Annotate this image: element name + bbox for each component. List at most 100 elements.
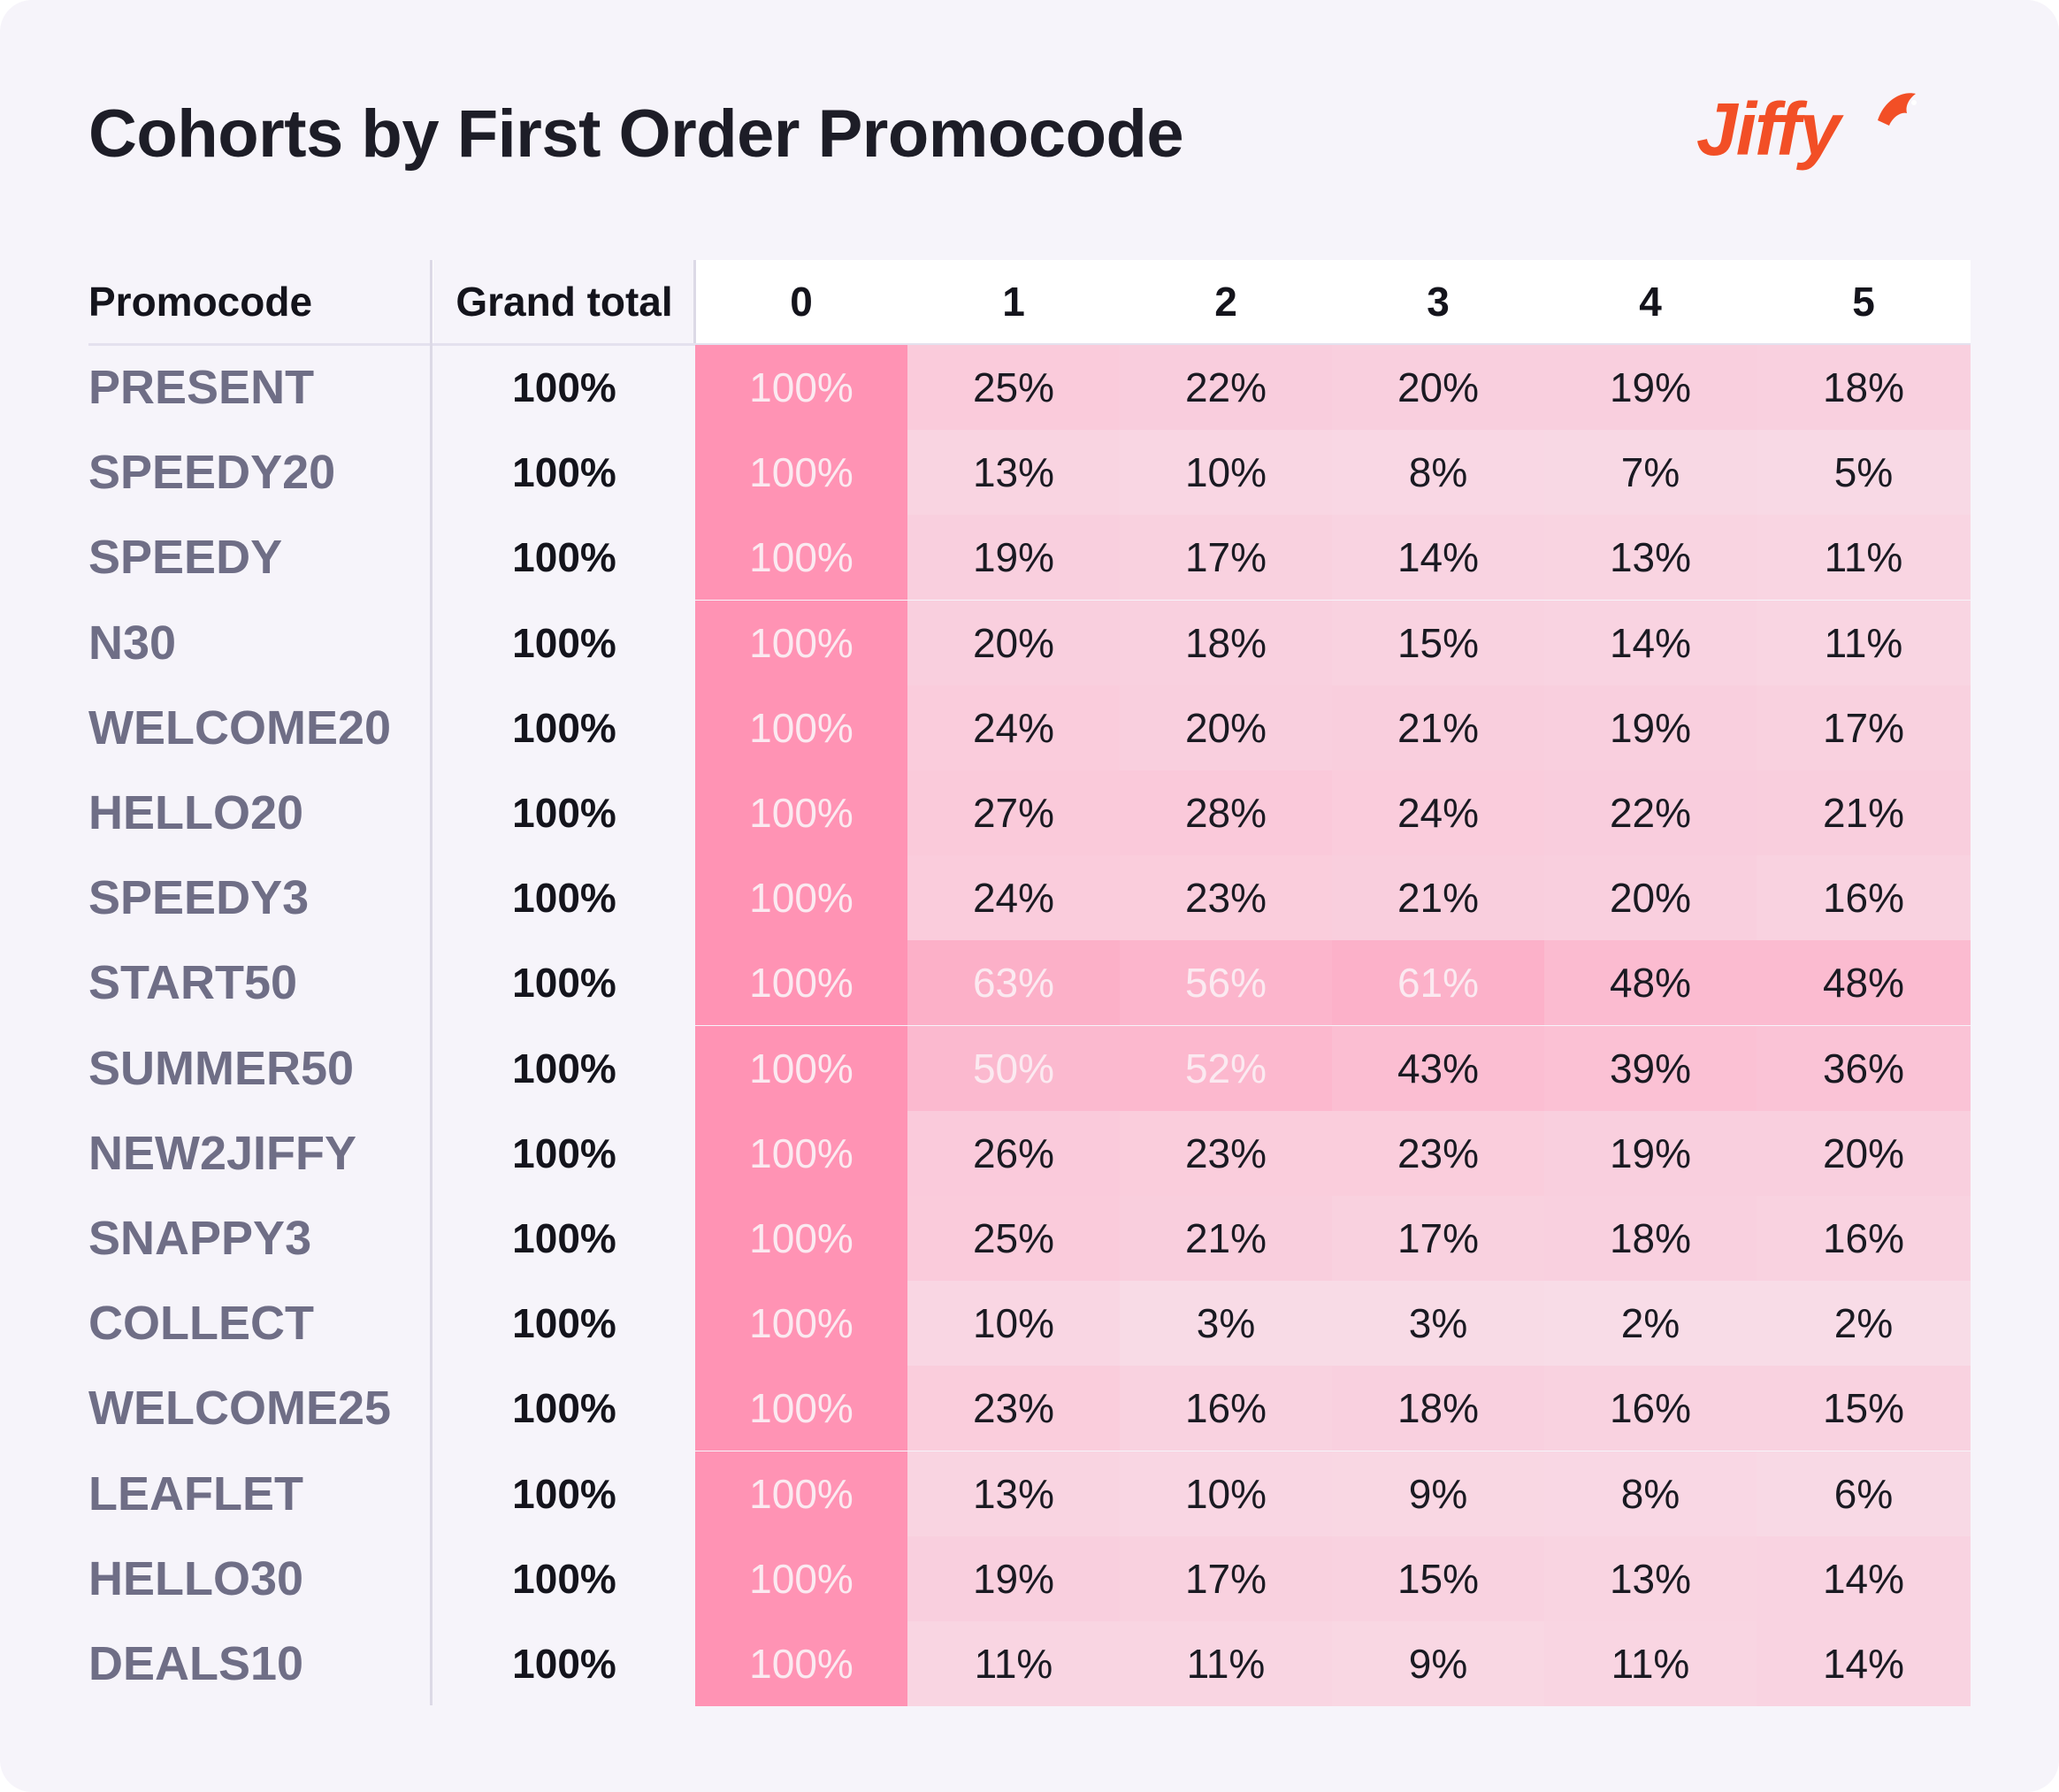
promocode-label: WELCOME25 (88, 1382, 392, 1436)
jiffy-logo: Jiffy (1696, 85, 1926, 200)
heatmap-cell: 61% (1332, 940, 1544, 1026)
table-row: PRESENT 100% 100% 25% 22% 20% 19% 18% (88, 345, 1971, 430)
grand-total-value: 100% (512, 1470, 616, 1517)
heatmap-cell: 25% (907, 1196, 1120, 1281)
heatmap-cell: 15% (1332, 600, 1544, 685)
table-row: HELLO20 100% 100% 27% 28% 24% 22% 21% (88, 770, 1971, 855)
heatmap-cell: 43% (1332, 1025, 1544, 1111)
heatmap-cell: 50% (907, 1025, 1120, 1111)
column-divider-total (693, 260, 696, 343)
heatmap-cell: 16% (1757, 1196, 1971, 1281)
heatmap-cell: 14% (1332, 515, 1544, 601)
heatmap-cell: 14% (1757, 1535, 1971, 1621)
table-header: Promocode Grand total 0 1 2 3 4 5 (88, 260, 1971, 343)
grand-total-value: 100% (512, 1641, 616, 1687)
bird-icon (1878, 93, 1917, 126)
heatmap-cell: 19% (907, 1535, 1120, 1621)
grand-total-value: 100% (512, 619, 616, 666)
heatmap-cell: 16% (1544, 1366, 1757, 1451)
cohort-table: Promocode Grand total 0 1 2 3 4 5 PRESEN… (88, 260, 1971, 1706)
table-row: SNAPPY3 100% 100% 25% 21% 17% 18% 16% (88, 1196, 1971, 1281)
logo-text: Jiffy (1696, 88, 1841, 171)
heatmap-cell: 22% (1544, 770, 1757, 855)
heatmap-cell: 100% (695, 685, 907, 770)
heatmap-cell: 3% (1332, 1281, 1544, 1367)
grand-total-value: 100% (512, 364, 616, 410)
heatmap-cell: 27% (907, 770, 1120, 855)
heatmap-cell: 11% (1757, 600, 1971, 685)
promocode-label: LEAFLET (88, 1467, 303, 1520)
heatmap-cell: 11% (1757, 515, 1971, 601)
heatmap-cell: 48% (1544, 940, 1757, 1026)
heatmap-cell: 21% (1332, 685, 1544, 770)
heatmap-cell: 24% (1332, 770, 1544, 855)
heatmap-cell: 100% (695, 1621, 907, 1706)
table-row: WELCOME20 100% 100% 24% 20% 21% 19% 17% (88, 685, 1971, 770)
heatmap-cell: 17% (1757, 685, 1971, 770)
table-row: SPEEDY 100% 100% 19% 17% 14% 13% 11% (88, 515, 1971, 601)
heatmap-cell: 63% (907, 940, 1120, 1026)
heatmap-cell: 36% (1757, 1025, 1971, 1111)
grand-total-value: 100% (512, 875, 616, 922)
promocode-label: START50 (88, 956, 298, 1010)
heatmap-cell: 10% (1120, 1451, 1332, 1536)
heatmap-cell: 16% (1757, 855, 1971, 941)
grand-total-value: 100% (512, 449, 616, 496)
heatmap-cell: 11% (1544, 1621, 1757, 1706)
heatmap-cell: 100% (695, 515, 907, 601)
heatmap-cell: 19% (1544, 685, 1757, 770)
heatmap-cell: 8% (1544, 1451, 1757, 1536)
heatmap-cell: 8% (1332, 430, 1544, 516)
table-row: N30 100% 100% 20% 18% 15% 14% 11% (88, 600, 1971, 685)
heatmap-cell: 19% (907, 515, 1120, 601)
heatmap-cell: 20% (1757, 1110, 1971, 1196)
heatmap-cell: 3% (1120, 1281, 1332, 1367)
heatmap-cell: 100% (695, 1110, 907, 1196)
promocode-label: SPEEDY (88, 531, 283, 585)
grand-total-value: 100% (512, 1215, 616, 1261)
table-row: SPEEDY20 100% 100% 13% 10% 8% 7% 5% (88, 430, 1971, 516)
heatmap-cell: 11% (907, 1621, 1120, 1706)
heatmap-cell: 100% (695, 940, 907, 1026)
header-period-5: 5 (1757, 260, 1971, 343)
heatmap-cell: 100% (695, 1196, 907, 1281)
heatmap-cell: 21% (1332, 855, 1544, 941)
heatmap-cell: 17% (1120, 515, 1332, 601)
heatmap-cell: 100% (695, 430, 907, 516)
heatmap-cell: 14% (1544, 600, 1757, 685)
heatmap-cell: 13% (907, 1451, 1120, 1536)
promocode-label: PRESENT (88, 361, 315, 414)
table-row: START50 100% 100% 63% 56% 61% 48% 48% (88, 940, 1971, 1026)
heatmap-cell: 2% (1757, 1281, 1971, 1367)
table-row: SPEEDY3 100% 100% 24% 23% 21% 20% 16% (88, 855, 1971, 941)
heatmap-cell: 100% (695, 1535, 907, 1621)
grand-total-value: 100% (512, 1045, 616, 1091)
heatmap-cell: 100% (695, 345, 907, 430)
promocode-label: SPEEDY3 (88, 871, 310, 925)
heatmap-cell: 18% (1544, 1196, 1757, 1281)
table-row: HELLO30 100% 100% 19% 17% 15% 13% 14% (88, 1535, 1971, 1621)
grand-total-value: 100% (512, 790, 616, 836)
heatmap-cell: 21% (1120, 1196, 1332, 1281)
table-row: WELCOME25 100% 100% 23% 16% 18% 16% 15% (88, 1366, 1971, 1451)
heatmap-cell: 9% (1332, 1451, 1544, 1536)
heatmap-cell: 15% (1332, 1535, 1544, 1621)
promocode-label: COLLECT (88, 1297, 314, 1351)
heatmap-cell: 7% (1544, 430, 1757, 516)
heatmap-cell: 14% (1757, 1621, 1971, 1706)
heatmap-cell: 13% (1544, 1535, 1757, 1621)
heatmap-cell: 16% (1120, 1366, 1332, 1451)
promocode-label: HELLO30 (88, 1551, 304, 1605)
heatmap-cell: 20% (907, 600, 1120, 685)
heatmap-cell: 10% (907, 1281, 1120, 1367)
heatmap-cell: 17% (1120, 1535, 1332, 1621)
promocode-label: N30 (88, 616, 177, 670)
heatmap-cell: 6% (1757, 1451, 1971, 1536)
promocode-label: DEALS10 (88, 1637, 304, 1690)
grand-total-value: 100% (512, 1555, 616, 1602)
heatmap-cell: 20% (1332, 345, 1544, 430)
heatmap-cell: 100% (695, 600, 907, 685)
heatmap-cell: 21% (1757, 770, 1971, 855)
heatmap-cell: 23% (1120, 855, 1332, 941)
